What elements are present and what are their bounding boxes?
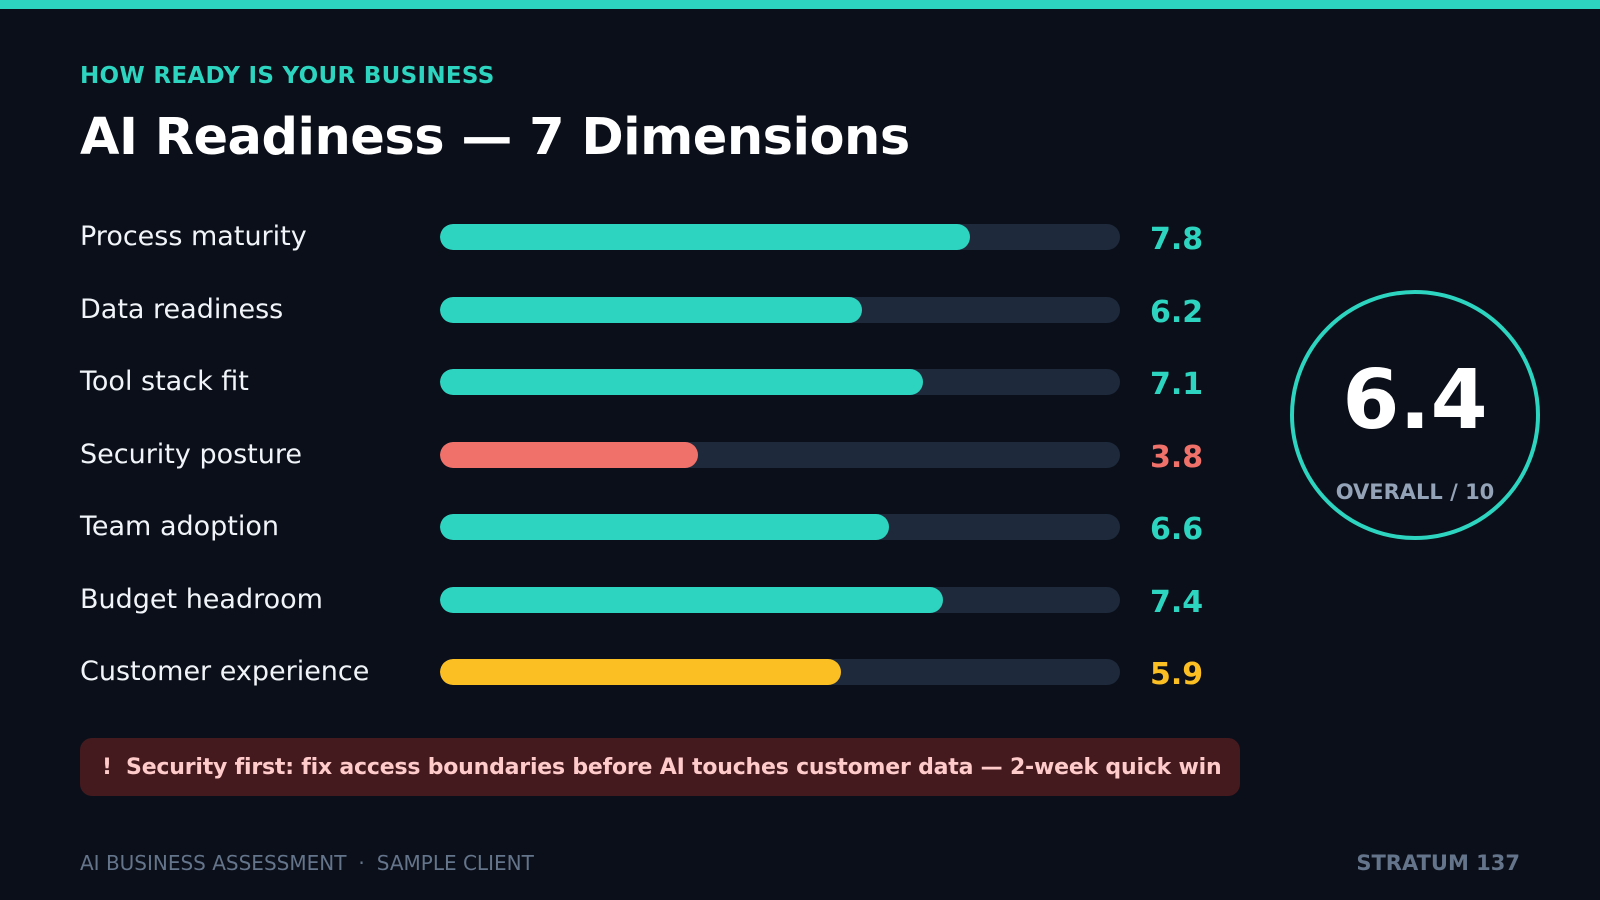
dimension-label: Process maturity <box>80 221 307 252</box>
dimension-row: Budget headroom 7.4 <box>0 580 1250 620</box>
dimension-bar <box>440 369 923 395</box>
dimension-label: Customer experience <box>80 656 370 687</box>
dimension-score: 6.6 <box>1150 512 1204 547</box>
footer-assessment-label: AI BUSINESS ASSESSMENT <box>80 851 347 875</box>
dimension-label: Tool stack fit <box>80 366 249 397</box>
dimension-label: Data readiness <box>80 293 284 325</box>
dimension-score: 7.4 <box>1150 584 1204 620</box>
dimension-bar-track <box>440 441 1120 468</box>
dimension-bar-track <box>440 369 1120 395</box>
dimension-label: Team adoption <box>80 511 280 542</box>
dimension-score: 7.8 <box>1150 222 1204 257</box>
footer-client-label: SAMPLE CLIENT <box>376 851 534 875</box>
alert-icon: ! <box>102 754 113 780</box>
dimension-row: Security posture 3.8 <box>0 435 1250 475</box>
dimension-score: 6.2 <box>1150 294 1204 330</box>
dimension-bar <box>440 224 971 250</box>
overall-score-caption: OVERALL / 10 <box>1335 480 1495 504</box>
dimension-row: Team adoption 6.6 <box>0 507 1250 547</box>
dimension-label: Security posture <box>80 438 302 470</box>
dimension-bar-track <box>440 514 1120 540</box>
dimension-score: 3.8 <box>1150 439 1204 475</box>
dimension-row: Customer experience 5.9 <box>0 652 1250 692</box>
overall-score-gauge: 6.4 OVERALL / 10 <box>1290 290 1540 540</box>
dimension-score: 5.9 <box>1150 657 1204 692</box>
top-accent-bar <box>0 0 1600 9</box>
footer-left: AI BUSINESS ASSESSMENT · SAMPLE CLIENT <box>80 851 534 875</box>
footer-separator: · <box>358 851 365 875</box>
overall-score-value: 6.4 <box>1342 353 1488 448</box>
dimension-bar-track <box>440 586 1120 613</box>
alert-text: Security first: fix access boundaries be… <box>126 754 1222 780</box>
dimension-bar-track <box>440 659 1120 685</box>
eyebrow-label: HOW READY IS YOUR BUSINESS <box>80 63 495 89</box>
dimension-score: 7.1 <box>1150 367 1204 402</box>
dimension-row: Tool stack fit 7.1 <box>0 362 1250 402</box>
dimension-row: Process maturity 7.8 <box>0 217 1250 257</box>
dimension-bar <box>440 659 842 685</box>
dimension-bar <box>440 441 699 468</box>
dimension-bar-track <box>440 296 1120 323</box>
page-title: AI Readiness — 7 Dimensions <box>80 108 910 167</box>
dimension-bar <box>440 514 889 540</box>
dimension-bar <box>440 586 944 613</box>
dimension-bar-track <box>440 224 1120 250</box>
dimension-label: Budget headroom <box>80 583 323 615</box>
dimension-bar <box>440 296 862 323</box>
footer-brand: STRATUM 137 <box>1356 851 1520 875</box>
dimension-row: Data readiness 6.2 <box>0 290 1250 330</box>
security-alert-banner: ! Security first: fix access boundaries … <box>80 738 1240 796</box>
